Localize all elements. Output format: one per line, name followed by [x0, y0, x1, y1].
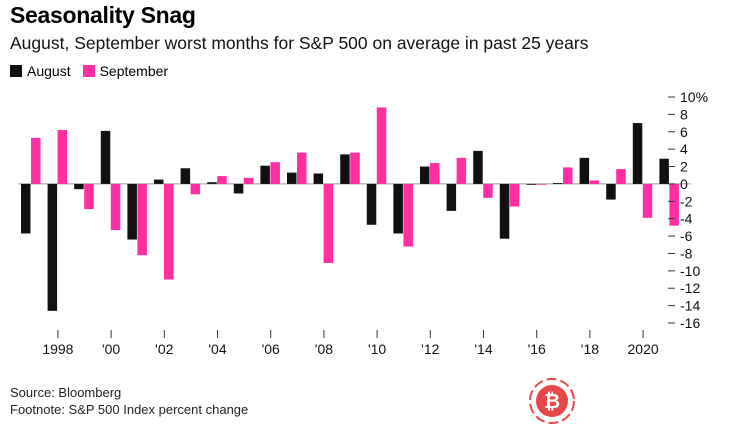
y-tick-label: -12	[680, 280, 700, 296]
x-tick-label: '16	[528, 341, 546, 357]
legend: August September	[10, 63, 174, 79]
bar-august-2019	[606, 183, 616, 200]
bar-september-2017	[563, 167, 573, 184]
bar-september-2008	[323, 183, 334, 264]
bar-august-2006	[260, 165, 270, 184]
bar-september-2003	[190, 183, 201, 195]
bar-august-2009	[340, 154, 350, 184]
bar-september-2010	[376, 107, 387, 184]
x-tick-label: '18	[581, 341, 599, 357]
bar-august-2007	[287, 172, 297, 184]
bar-august-2000	[100, 130, 111, 184]
legend-item-september: September	[82, 63, 169, 79]
footnote-text: Footnote: S&P 500 Index percent change	[10, 402, 249, 417]
y-tick-label: -10	[680, 263, 700, 279]
legend-swatch-september	[82, 65, 95, 77]
bar-august-2005	[233, 183, 244, 194]
bar-september-2021	[669, 183, 679, 226]
bar-august-2002	[154, 179, 164, 184]
bar-september-2020	[642, 183, 653, 218]
bar-september-2002	[164, 183, 174, 280]
chart-subtitle: August, September worst months for S&P 5…	[10, 33, 589, 53]
x-tick-label: '00	[102, 341, 120, 357]
bar-september-2000	[110, 183, 121, 230]
bar-august-2020	[632, 123, 643, 184]
x-tick-label: '12	[421, 341, 439, 357]
bar-september-2004	[217, 176, 227, 184]
bar-september-2019	[616, 169, 626, 184]
y-tick-label: -6	[680, 228, 693, 244]
y-tick-label: 0	[680, 176, 688, 192]
bar-september-2016	[536, 183, 546, 185]
bar-september-2007	[297, 152, 307, 184]
source-notes: Source: Bloomberg Footnote: S&P 500 Inde…	[10, 384, 248, 418]
svg-text:₿: ₿	[544, 389, 560, 413]
bar-august-1998	[47, 183, 58, 311]
bar-september-2014	[483, 183, 493, 198]
y-tick-label: -2	[680, 193, 693, 209]
bar-september-2009	[350, 152, 360, 184]
bar-august-2012	[420, 166, 430, 184]
x-tick-label: 2020	[628, 341, 659, 357]
x-tick-label: '10	[368, 341, 386, 357]
bar-august-2014	[473, 150, 483, 184]
bar-august-1999	[74, 183, 84, 190]
y-tick-label: 8	[680, 106, 688, 122]
y-tick-label: -8	[680, 245, 693, 261]
bar-august-2011	[393, 183, 403, 234]
bar-august-1997	[21, 183, 31, 234]
bar-september-2011	[403, 183, 413, 247]
bar-august-2008	[313, 173, 324, 184]
bar-chart: 10%8 64 20-2 -4-6-8 -10-12 -14-16 1998 '00 '02 '0…	[18, 89, 708, 357]
bar-august-2021	[659, 158, 669, 184]
bar-august-2013	[446, 183, 457, 211]
legend-swatch-august	[10, 65, 22, 77]
x-tick-label: '14	[474, 341, 492, 357]
x-tick-label: '02	[155, 341, 173, 357]
bar-september-2013	[456, 157, 467, 184]
bar-august-2016	[526, 183, 536, 185]
y-tick-label: 10%	[680, 89, 708, 105]
bar-september-2015	[509, 183, 520, 207]
bar-september-1999	[84, 183, 94, 210]
legend-label-august: August	[27, 63, 71, 79]
bar-august-2010	[366, 183, 377, 225]
bar-august-2015	[499, 183, 510, 239]
bar-august-2004	[207, 182, 217, 184]
x-tick-label: 1998	[42, 341, 73, 357]
bar-september-2012	[430, 163, 440, 184]
bitcoin-icon: ₿	[529, 378, 575, 424]
bar-september-2001	[137, 183, 147, 256]
y-tick-label: -14	[680, 298, 700, 314]
bar-august-2018	[579, 157, 590, 184]
chart-title: Seasonality Snag	[10, 2, 196, 28]
bar-august-2003	[180, 168, 191, 184]
x-tick-label: '06	[262, 341, 280, 357]
source-text: Source: Bloomberg	[10, 385, 122, 400]
legend-item-august: August	[10, 63, 71, 79]
x-tick-label: '08	[315, 341, 333, 357]
bar-september-1998	[57, 130, 68, 184]
y-tick-label: -16	[680, 315, 700, 331]
bar-august-2001	[127, 183, 137, 240]
legend-label-september: September	[99, 63, 169, 79]
bar-september-2006	[270, 162, 280, 184]
y-tick-label: 6	[680, 124, 688, 140]
y-tick-label: 4	[680, 141, 688, 157]
bar-august-2017	[553, 183, 563, 184]
bar-september-2005	[243, 177, 254, 184]
y-tick-label: 2	[680, 159, 688, 175]
y-tick-label: -4	[680, 211, 693, 227]
bar-september-2018	[589, 180, 600, 184]
x-tick-label: '04	[208, 341, 226, 357]
bar-september-1997	[31, 137, 41, 184]
